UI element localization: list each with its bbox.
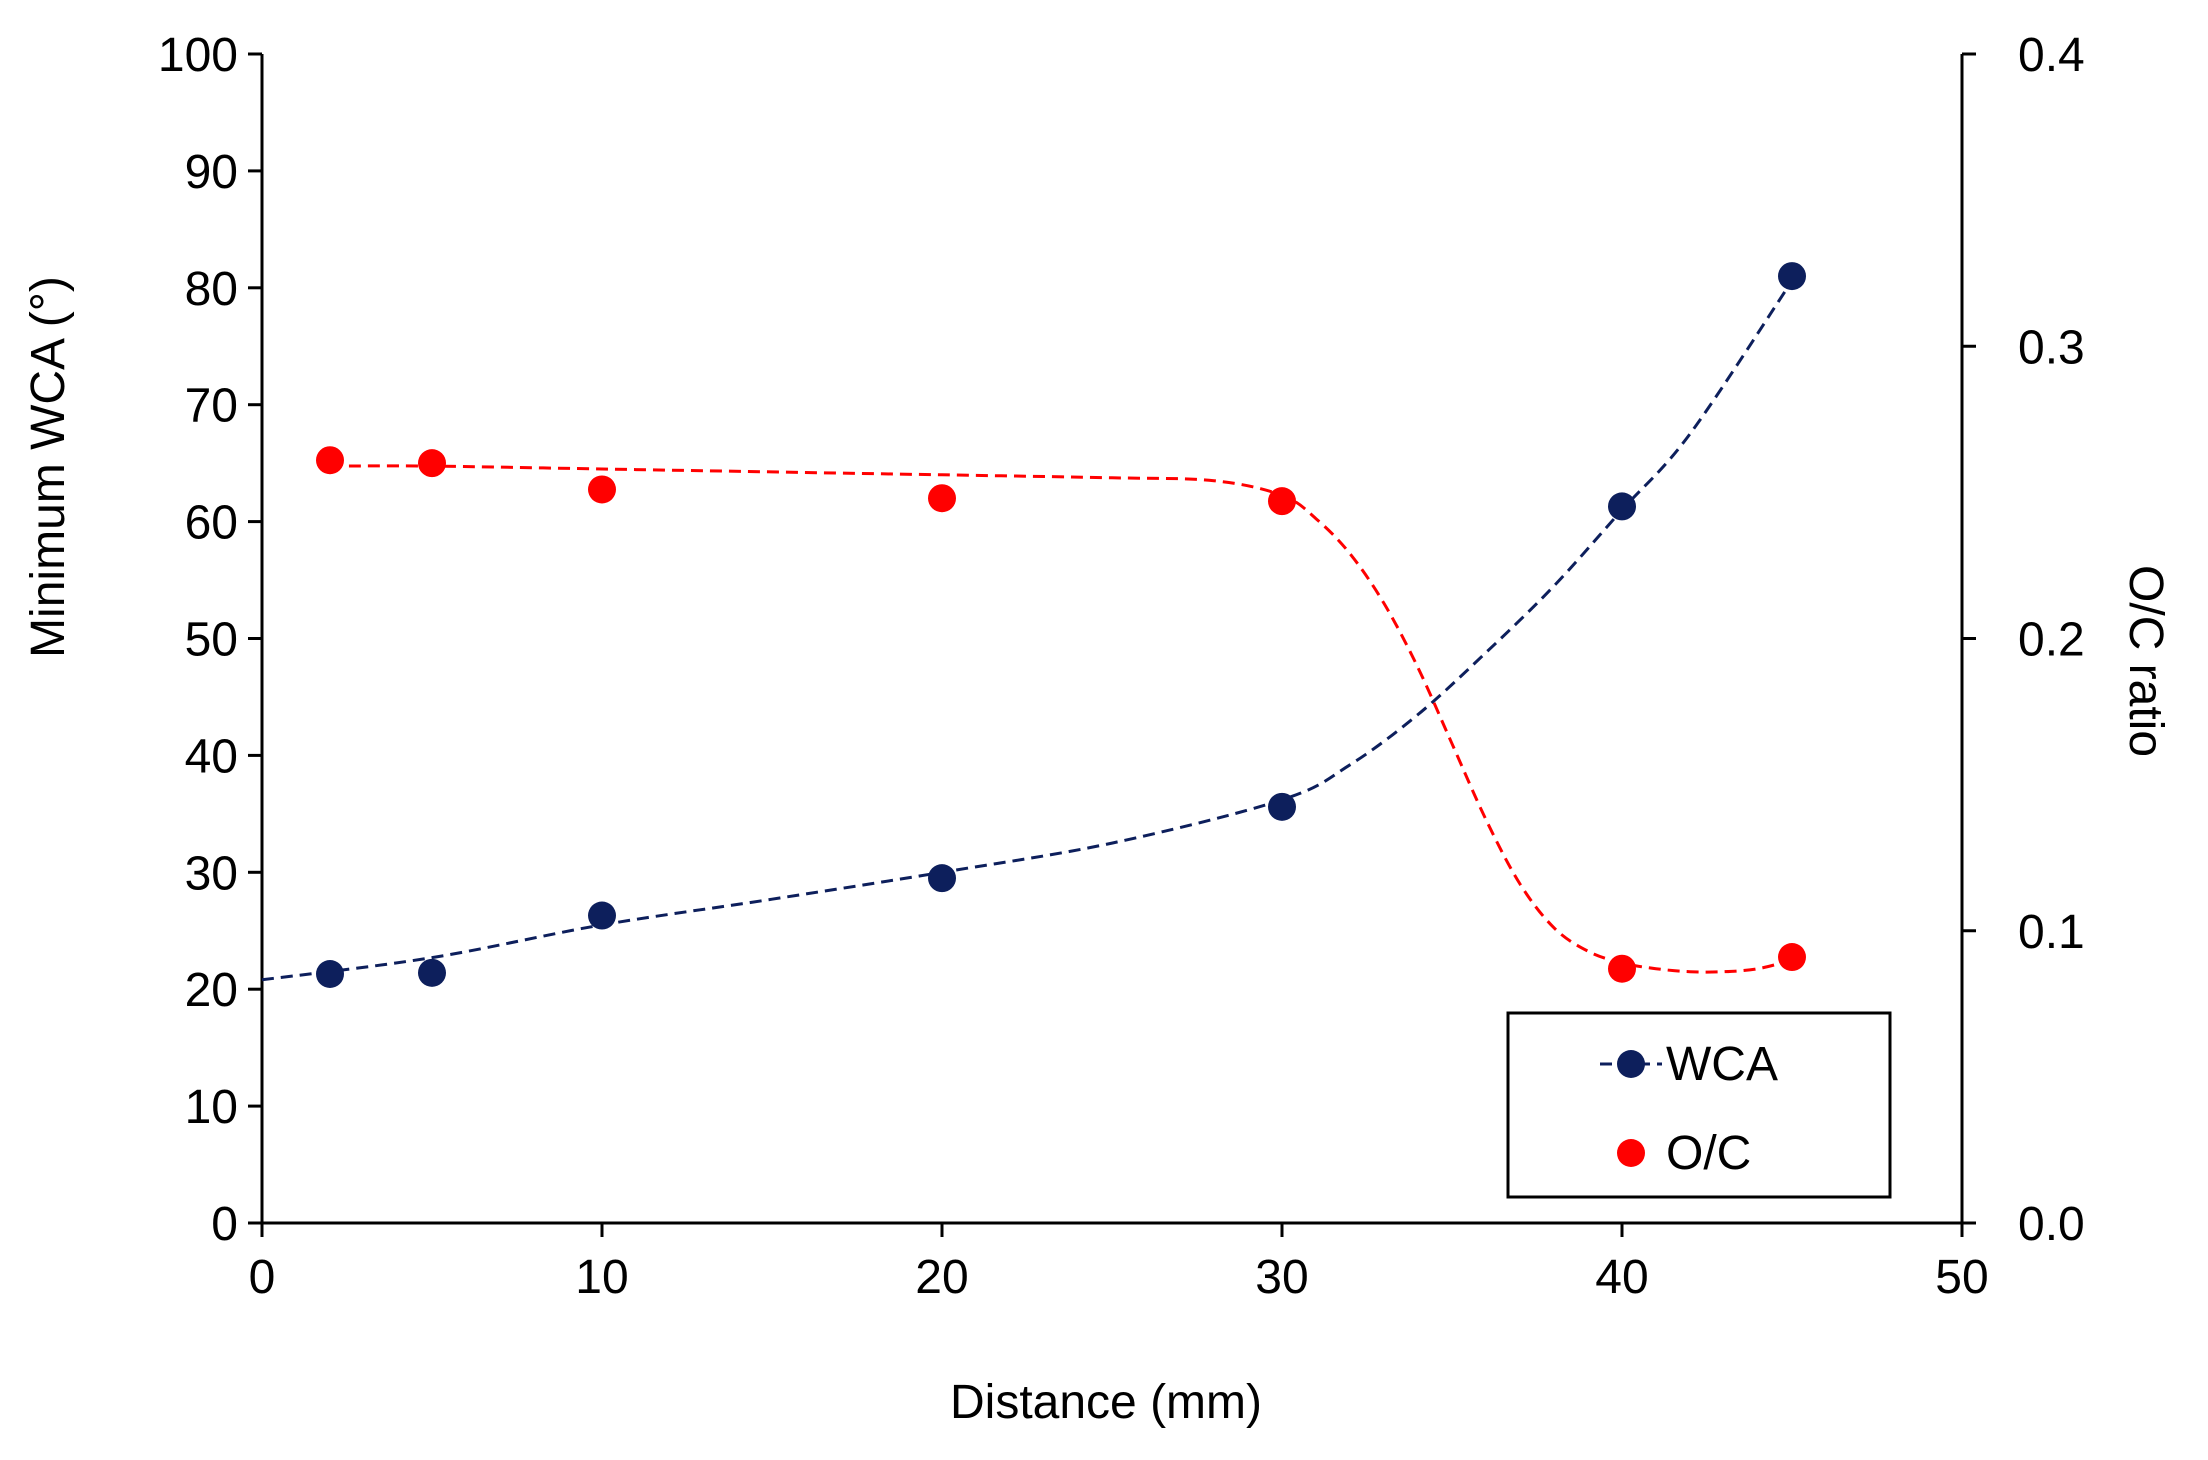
x-tick-label: 20 — [915, 1251, 968, 1304]
axes: 0 10 20 30 40 50 0 10 20 30 40 50 60 70 80 90 100 0.0 0.1 0… — [158, 29, 2085, 1304]
wca-point — [1268, 792, 1296, 821]
o-c-point — [928, 484, 956, 513]
y2-tick-label: 0.4 — [2018, 29, 2085, 82]
y-tick-label: 30 — [185, 847, 238, 900]
y2-axis-label: O/C ratio — [2119, 565, 2172, 757]
y2-tick-label: 0.2 — [2018, 614, 2085, 667]
x-tick-label: 50 — [1935, 1251, 1988, 1304]
legend-wca-marker — [1617, 1050, 1645, 1078]
wca-trend-line — [261, 279, 1794, 982]
legend-wca-label: WCA — [1666, 1038, 1778, 1091]
x-axis-label: Distance (mm) — [950, 1376, 1262, 1429]
y-axis-label: Minimum WCA (°) — [22, 276, 75, 658]
trend-lines — [261, 279, 1794, 982]
wca-point — [316, 960, 344, 989]
y2-tick-label: 0.3 — [2018, 321, 2085, 374]
y-tick-label: 100 — [158, 29, 238, 82]
wca-point — [418, 958, 446, 987]
y-tick-label: 40 — [185, 730, 238, 783]
y-tick-label: 10 — [185, 1081, 238, 1134]
o-c-point — [1608, 954, 1636, 983]
y-tick-label: 70 — [185, 380, 238, 433]
o-c-point — [418, 449, 446, 478]
o-c-trend-line — [329, 464, 1793, 974]
y2-tick-label: 0.0 — [2018, 1198, 2085, 1251]
y-tick-label: 60 — [185, 497, 238, 550]
legend-oc-label: O/C — [1666, 1127, 1751, 1180]
wca-point — [928, 864, 956, 893]
x-tick-label: 10 — [575, 1251, 628, 1304]
y2-tick-label: 0.1 — [2018, 906, 2085, 959]
y-tick-label: 90 — [185, 146, 238, 199]
o-c-point — [1268, 487, 1296, 516]
y-tick-label: 80 — [185, 263, 238, 316]
legend: WCA O/C — [1506, 1011, 1892, 1199]
wca-point — [1778, 262, 1806, 291]
x-tick-label: 0 — [249, 1251, 276, 1304]
o-c-point — [1778, 943, 1806, 972]
o-c-point — [588, 475, 616, 504]
y-tick-label: 0 — [211, 1198, 238, 1251]
data-markers — [316, 262, 1806, 989]
wca-point — [1608, 492, 1636, 521]
o-c-point — [316, 446, 344, 475]
legend-box — [1506, 1011, 1892, 1199]
y-tick-label: 20 — [185, 964, 238, 1017]
x-tick-label: 30 — [1255, 1251, 1308, 1304]
x-tick-label: 40 — [1595, 1251, 1648, 1304]
wca-point — [588, 901, 616, 930]
y-tick-label: 50 — [185, 614, 238, 667]
legend-oc-marker — [1617, 1139, 1645, 1167]
